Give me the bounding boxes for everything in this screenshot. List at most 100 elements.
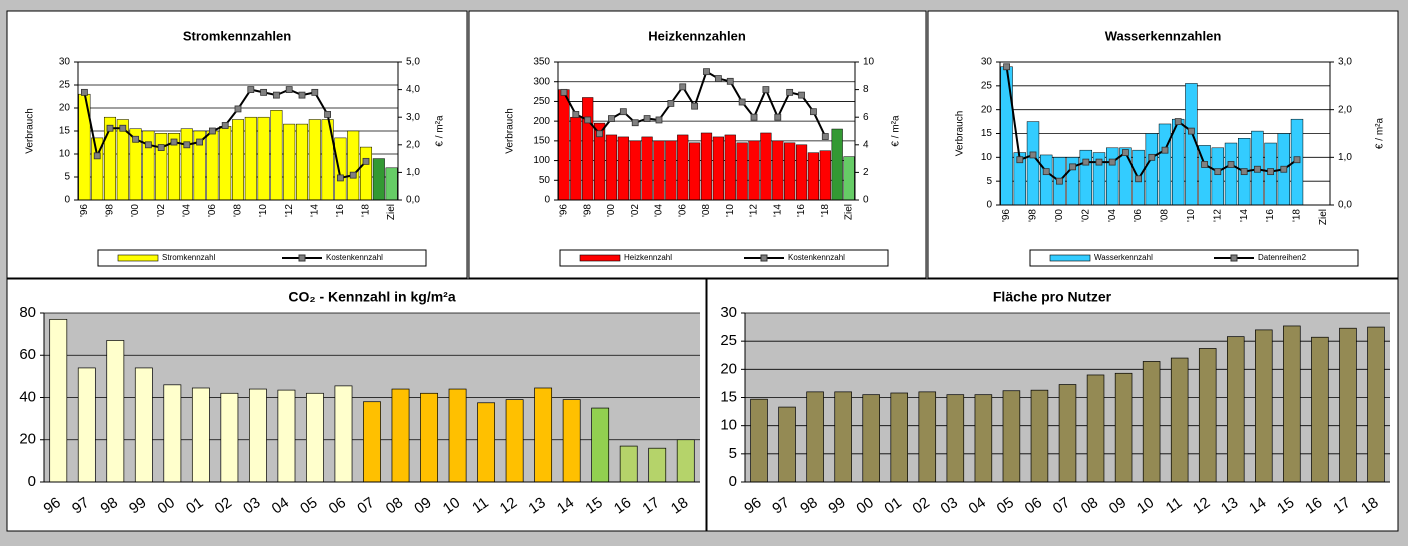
marker [560,88,568,96]
x-tick-label: 05 [297,494,320,517]
y-axis-label: Verbrauch [505,108,516,154]
bar [700,132,713,201]
marker [349,171,357,179]
bar [605,134,618,201]
bar [1086,374,1105,483]
x-tick-label: '98 [105,204,116,217]
x-tick-label: 12 [1190,494,1213,517]
bar [1224,142,1238,206]
x-tick-label: 13 [1218,494,1241,517]
y-tick-label: 200 [533,116,550,127]
bar [834,391,852,483]
chart-title: Heizkennzahlen [648,28,746,43]
x-tick-label: 14 [1246,494,1269,517]
y-tick-label: 20 [720,360,737,377]
bar [391,388,410,483]
y-tick-label: 250 [533,96,550,107]
marker [1148,153,1156,161]
bar [219,126,232,201]
marker [667,100,675,107]
marker [1042,168,1050,176]
x-tick-label: 03 [240,494,263,517]
x-tick-label: 09 [411,494,434,517]
marker [655,116,663,124]
bar [244,116,257,201]
bar [558,89,570,201]
y-tick-label: 0 [729,473,737,490]
y2-axis-label: € / m²a [1375,118,1386,150]
bar [270,110,283,201]
x-tick-label: '06 [677,204,688,217]
x-tick-label: '06 [207,204,218,217]
marker [1016,156,1024,164]
legend-swatch [1049,254,1091,262]
y-axis-label: Verbrauch [955,111,966,157]
x-tick-label: '14 [1239,209,1250,222]
y-tick-label: 0 [28,473,36,490]
y-tick-label: 0 [64,195,70,206]
marker [1201,161,1208,168]
marker [572,111,580,118]
x-tick-label: Ziel [844,204,855,220]
x-tick-label: '08 [701,204,712,217]
x-tick-label: 01 [183,494,206,517]
x-tick-label: 17 [1330,494,1353,517]
bar [807,152,820,201]
x-tick-label: 10 [440,494,463,517]
y-tick-label: 300 [533,76,550,87]
marker [1122,149,1129,156]
x-tick-label: '06 [1133,209,1144,222]
x-tick-label: 98 [98,494,121,517]
x-tick-label: 17 [639,494,662,517]
bar [1002,390,1021,483]
bar [648,447,667,483]
marker [1069,163,1076,171]
legend-marker [1230,254,1238,262]
legend-label: Datenreihen2 [1258,253,1307,262]
bar [665,140,677,201]
y-tick-label: 350 [533,57,550,68]
x-tick-label: '04 [1107,209,1118,222]
y2-tick-label: 4 [863,139,869,150]
legend [559,249,889,267]
bar [385,167,398,201]
x-tick-label: 07 [354,494,377,517]
bar [1145,133,1158,206]
x-tick-label: '12 [284,204,295,217]
bar [806,391,824,483]
marker [821,133,829,140]
bar [257,116,270,201]
x-tick-label: '02 [630,204,641,217]
marker [750,113,758,121]
bar [1170,357,1189,483]
marker [170,138,178,146]
x-tick-label: 14 [554,494,577,517]
bar [974,394,993,483]
x-tick-label: 18 [668,494,691,517]
y-tick-label: 40 [19,388,36,405]
x-tick-label: 10 [1134,494,1157,517]
bar [77,367,96,483]
legend-marker [760,254,768,262]
x-tick-label: '96 [1001,209,1012,222]
legend-label: Wasserkennzahl [1094,253,1153,262]
x-tick-label: 16 [1302,494,1325,517]
x-tick-label: 15 [582,494,605,517]
marker [810,108,817,116]
marker [1240,168,1248,176]
x-tick-label: '10 [1186,209,1197,222]
x-tick-label: Ziel [386,204,397,220]
marker [1029,151,1037,159]
marker [132,135,140,143]
y-tick-label: 20 [59,103,71,114]
marker [798,91,805,99]
y-tick-label: 30 [720,304,737,321]
bar [448,388,467,483]
bar [641,136,653,201]
marker [762,86,770,93]
y-tick-label: 30 [59,57,71,68]
marker [726,77,734,85]
x-tick-label: '02 [1080,209,1091,222]
y-tick-label: 80 [19,304,36,321]
